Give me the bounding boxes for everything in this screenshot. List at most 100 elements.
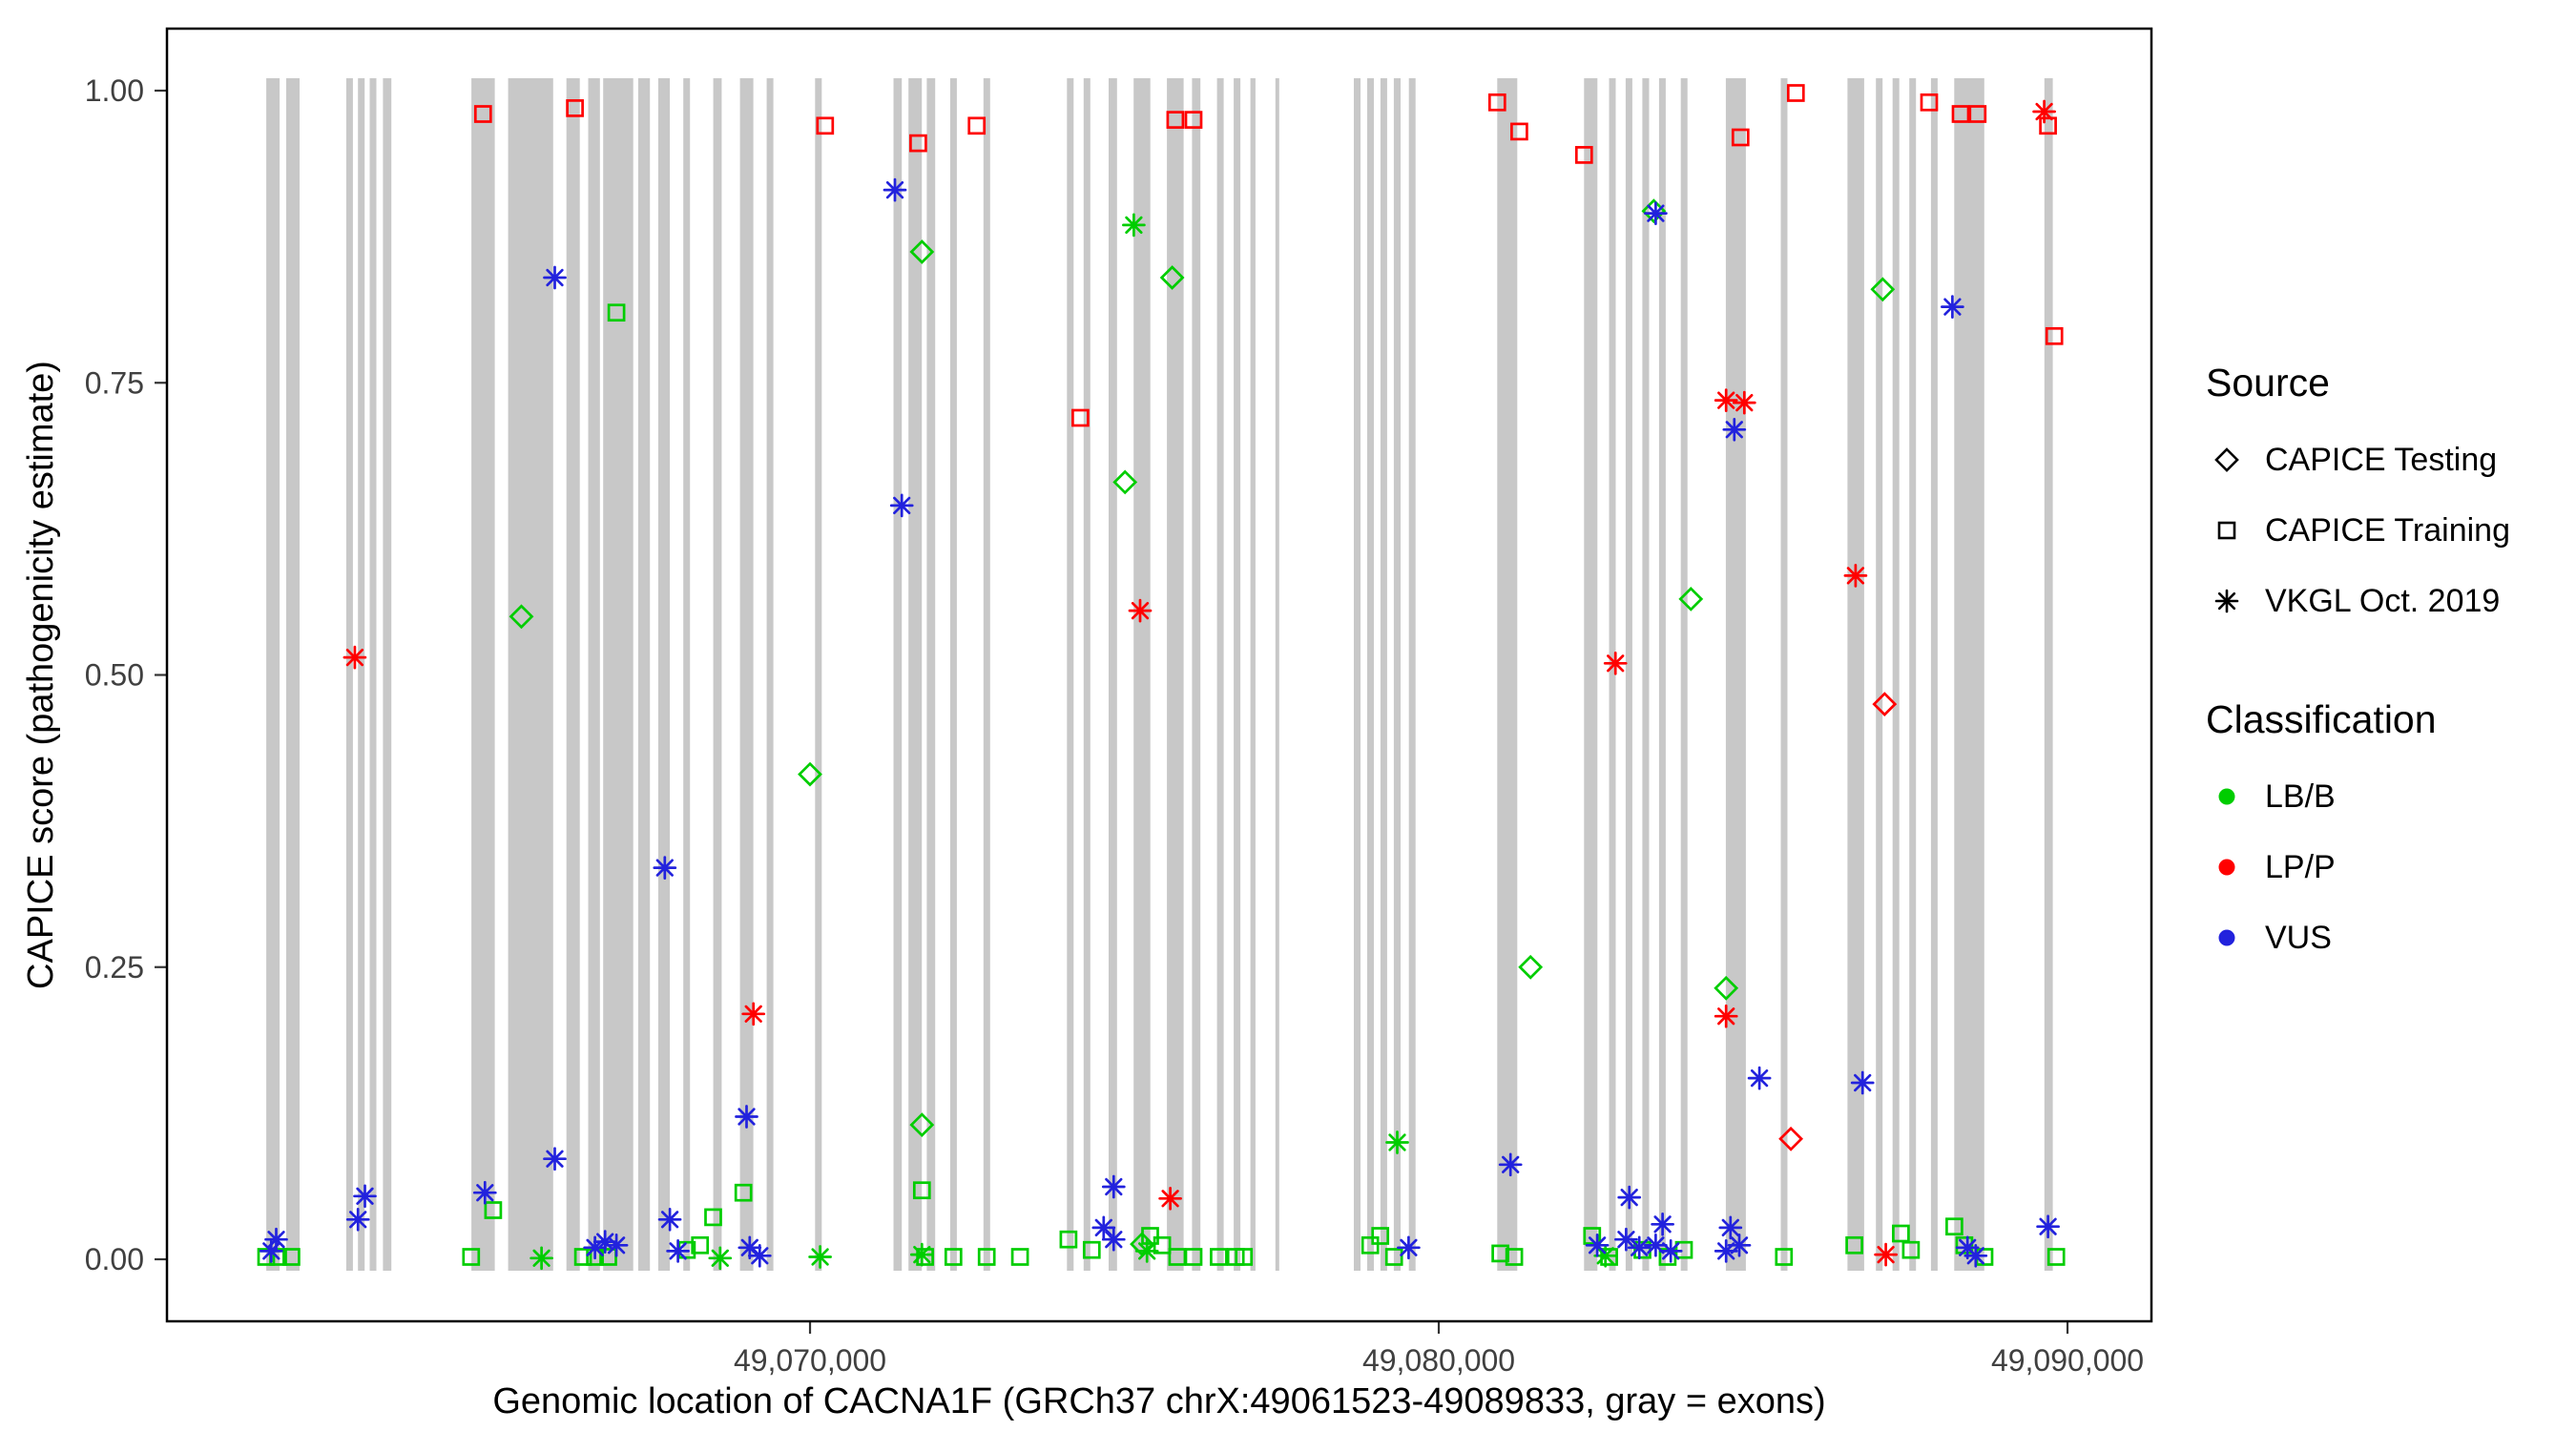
legend-item-label: CAPICE Testing xyxy=(2265,441,2498,478)
data-point-square xyxy=(704,1208,722,1227)
data-point-square xyxy=(1491,1244,1509,1263)
exon-bar xyxy=(1380,78,1387,1271)
data-point-diamond xyxy=(909,239,935,264)
data-point-asterisk xyxy=(1714,388,1738,412)
asterisk-legend-icon xyxy=(2214,589,2239,613)
data-point-asterisk xyxy=(583,1235,607,1260)
y-tick-label: 0.00 xyxy=(85,1242,144,1276)
classification-dot-icon xyxy=(2218,788,2235,805)
data-point-square xyxy=(1082,1240,1101,1259)
exon-bar xyxy=(1393,78,1401,1271)
data-point-diamond xyxy=(798,761,822,787)
exon-bar xyxy=(508,78,553,1271)
data-point-asterisk xyxy=(1722,417,1747,442)
data-point-square xyxy=(1371,1227,1390,1245)
data-point-asterisk xyxy=(737,1235,762,1260)
data-point-asterisk xyxy=(1651,1212,1674,1236)
exon-bar xyxy=(893,78,903,1271)
data-point-asterisk xyxy=(1941,295,1964,319)
exon-bar xyxy=(1167,78,1184,1271)
data-point-square xyxy=(1010,1248,1029,1266)
data-point-square xyxy=(1901,1240,1921,1259)
data-point-square xyxy=(1235,1248,1254,1266)
data-point-square xyxy=(1210,1248,1228,1266)
data-point-square xyxy=(1968,105,1987,123)
data-point-square xyxy=(1574,146,1593,164)
data-point-diamond xyxy=(1870,277,1896,302)
data-point-asterisk xyxy=(259,1239,283,1263)
exon-bar xyxy=(983,78,990,1271)
data-point-asterisk xyxy=(1658,1239,1683,1263)
legend: Source CAPICE Testing CAPICE Training VKGL… xyxy=(2206,361,2568,973)
data-point-square xyxy=(1141,1227,1159,1245)
data-point-asterisk xyxy=(343,645,367,670)
exon-bar xyxy=(286,78,300,1271)
exon-bar xyxy=(926,78,936,1271)
data-point-square xyxy=(1951,105,1970,123)
exon-bar xyxy=(1109,78,1117,1271)
data-point-asterisk xyxy=(1385,1130,1409,1154)
exon-bar xyxy=(657,78,671,1271)
data-point-diamond xyxy=(909,1112,935,1138)
data-point-square xyxy=(691,1235,710,1255)
exon-bar xyxy=(1847,78,1864,1271)
data-point-square xyxy=(1361,1235,1380,1255)
data-point-square xyxy=(916,1248,934,1266)
data-point-asterisk xyxy=(1714,1239,1738,1263)
legend-item-label: VKGL Oct. 2019 xyxy=(2265,582,2501,619)
data-point-square xyxy=(1059,1230,1078,1249)
data-point-asterisk xyxy=(1718,1215,1743,1240)
data-point-asterisk xyxy=(543,265,567,290)
data-point-square xyxy=(1184,111,1203,129)
data-point-asterisk xyxy=(735,1105,758,1129)
data-point-square xyxy=(2046,1248,2066,1266)
legend-item-label: VUS xyxy=(2265,919,2332,956)
data-point-square xyxy=(1487,93,1506,112)
data-point-asterisk xyxy=(708,1246,733,1271)
data-point-asterisk xyxy=(1644,201,1668,225)
data-point-square xyxy=(944,1248,963,1266)
legend-classification-title: Classification xyxy=(2206,697,2437,741)
data-point-square xyxy=(1583,1227,1602,1245)
data-point-asterisk xyxy=(1585,1233,1610,1257)
data-point-square xyxy=(566,99,584,117)
data-point-square xyxy=(1775,1248,1794,1266)
exon-bar xyxy=(713,78,722,1271)
data-point-asterisk xyxy=(2032,99,2056,124)
exon-bar xyxy=(1250,78,1256,1271)
exon-bar xyxy=(369,78,377,1271)
data-point-square xyxy=(282,1248,301,1266)
legend-item-vus: VUS xyxy=(2206,902,2568,973)
exon-bar xyxy=(1930,78,1938,1271)
data-point-asterisk xyxy=(1843,564,1868,588)
data-point-diamond xyxy=(1112,469,1138,495)
y-tick-label: 0.75 xyxy=(85,365,144,400)
legend-item-lp-p: LP/P xyxy=(2206,832,2568,902)
y-axis-title: CAPICE score (pathogenicity estimate) xyxy=(21,361,61,989)
data-point-asterisk xyxy=(1617,1185,1642,1210)
diamond-legend-icon xyxy=(2214,447,2239,472)
exon-bar xyxy=(603,78,634,1271)
exon-bar xyxy=(908,78,923,1271)
exon-bar xyxy=(1367,78,1374,1271)
data-point-asterisk xyxy=(1134,1239,1159,1263)
data-point-asterisk xyxy=(1874,1242,1898,1267)
data-point-square xyxy=(1945,1217,1963,1236)
classification-dot-icon xyxy=(2218,929,2235,946)
data-point-square xyxy=(462,1248,481,1266)
data-point-square xyxy=(1786,84,1805,102)
exon-bar xyxy=(471,78,495,1271)
exon-bar xyxy=(1680,78,1688,1271)
exon-bar xyxy=(815,78,822,1271)
data-point-square xyxy=(912,1181,931,1200)
data-point-square xyxy=(1184,1248,1203,1266)
exon-bar xyxy=(1067,78,1074,1271)
exon-bar xyxy=(1658,78,1666,1271)
legend-item-capice-testing: CAPICE Testing xyxy=(2206,425,2568,495)
exon-bar xyxy=(1892,78,1900,1271)
exon-bar xyxy=(1584,78,1598,1271)
exon-bar xyxy=(266,78,280,1271)
data-point-diamond xyxy=(1778,1126,1804,1151)
data-point-asterisk xyxy=(883,177,907,202)
exon-bar xyxy=(1642,78,1650,1271)
